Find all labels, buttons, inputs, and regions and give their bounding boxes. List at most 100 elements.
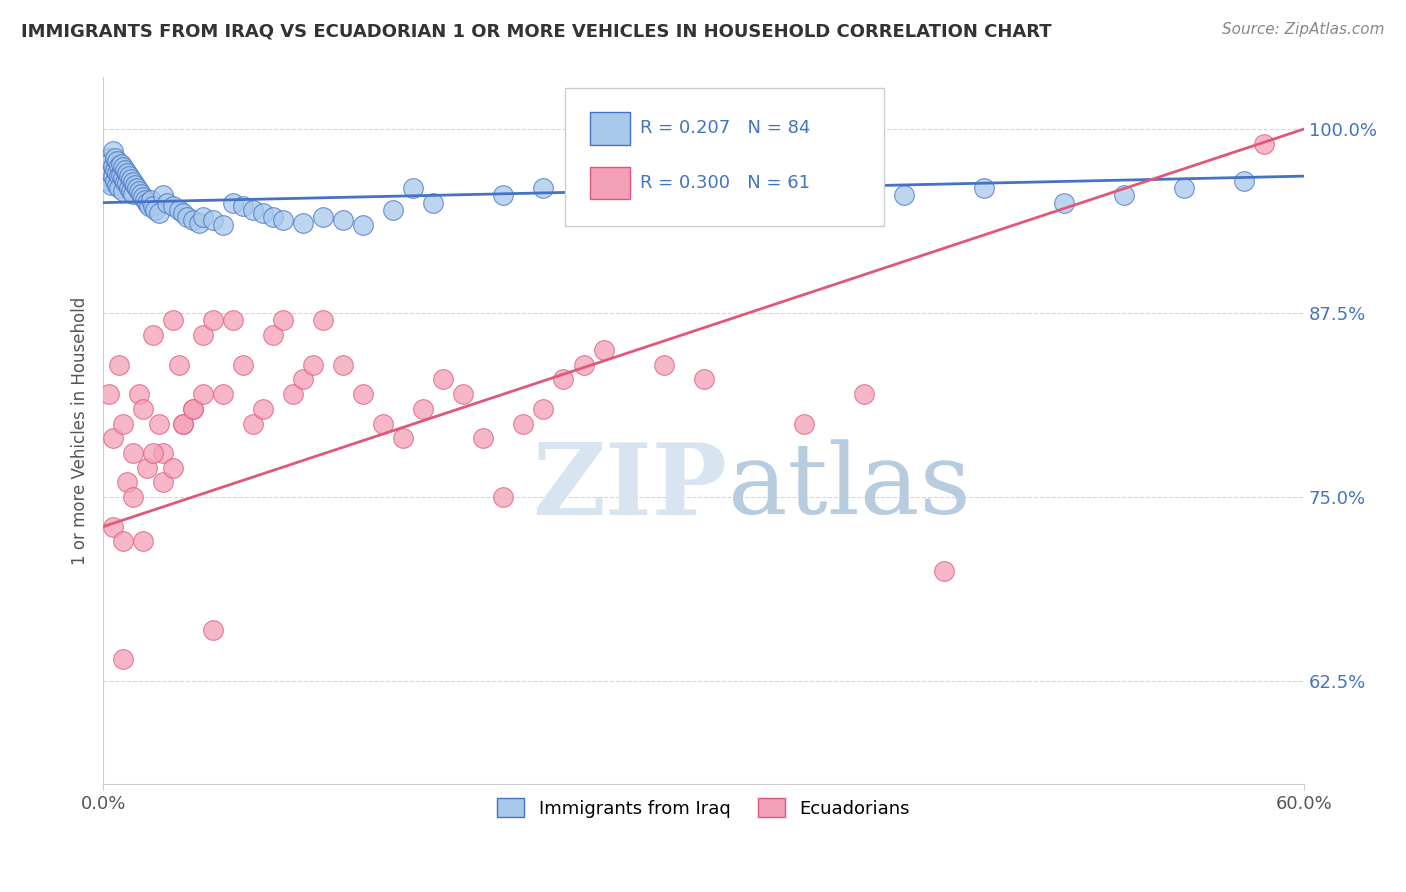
FancyBboxPatch shape <box>589 167 630 199</box>
Point <box>108 181 131 195</box>
Point <box>112 184 135 198</box>
Point <box>352 218 374 232</box>
Point <box>128 184 150 198</box>
Point <box>733 181 755 195</box>
Point <box>122 186 145 201</box>
Point <box>129 186 152 201</box>
Point <box>193 387 215 401</box>
Point <box>1053 195 1076 210</box>
Point <box>162 198 184 212</box>
Point <box>793 417 815 431</box>
Point <box>212 387 235 401</box>
Point <box>108 159 131 173</box>
Point <box>852 387 875 401</box>
Point <box>122 175 145 189</box>
Point <box>202 623 225 637</box>
Point <box>112 534 135 549</box>
Point <box>98 163 121 178</box>
FancyBboxPatch shape <box>565 88 884 226</box>
Point <box>120 172 142 186</box>
Point <box>101 431 124 445</box>
Point <box>138 198 160 212</box>
Point <box>108 358 131 372</box>
Point <box>181 401 204 416</box>
Point <box>100 154 122 169</box>
Point <box>1173 181 1195 195</box>
Point <box>533 181 555 195</box>
Point <box>118 169 141 183</box>
Point <box>592 343 614 357</box>
Point <box>132 534 155 549</box>
Point <box>148 417 170 431</box>
Point <box>142 198 165 212</box>
Point <box>932 564 955 578</box>
Point <box>104 163 127 178</box>
Point <box>252 401 274 416</box>
Point <box>132 190 155 204</box>
Point <box>212 218 235 232</box>
Point <box>112 417 135 431</box>
Point <box>152 188 174 202</box>
Point <box>553 372 575 386</box>
Point <box>128 387 150 401</box>
Point <box>118 181 141 195</box>
Point <box>104 173 127 187</box>
Point <box>271 213 294 227</box>
Point <box>105 154 128 169</box>
Point <box>1112 188 1135 202</box>
Point <box>432 372 454 386</box>
Point <box>141 193 163 207</box>
Point <box>101 169 124 183</box>
Point <box>152 475 174 490</box>
Point <box>162 460 184 475</box>
Point <box>412 401 434 416</box>
Point <box>176 211 198 225</box>
Point <box>242 202 264 217</box>
Point <box>312 313 335 327</box>
Point <box>110 157 132 171</box>
Point <box>114 175 136 189</box>
Point <box>332 358 354 372</box>
Point <box>973 181 995 195</box>
Point <box>172 417 194 431</box>
Point <box>115 166 138 180</box>
Point <box>202 213 225 227</box>
Point <box>1253 136 1275 151</box>
Point <box>112 161 135 175</box>
Point <box>222 195 245 210</box>
Point <box>672 188 695 202</box>
Point <box>453 387 475 401</box>
Point <box>1233 173 1256 187</box>
Point <box>114 163 136 178</box>
Point <box>188 216 211 230</box>
Point <box>402 181 425 195</box>
Point <box>242 417 264 431</box>
Point <box>302 358 325 372</box>
Point <box>692 372 714 386</box>
Point <box>262 211 284 225</box>
Point <box>148 206 170 220</box>
Point <box>152 446 174 460</box>
Y-axis label: 1 or more Vehicles in Household: 1 or more Vehicles in Household <box>72 297 89 565</box>
Point <box>512 417 534 431</box>
Point <box>352 387 374 401</box>
Point <box>492 188 515 202</box>
Point <box>122 490 145 504</box>
Point <box>202 313 225 327</box>
Point <box>101 159 124 173</box>
Point <box>105 166 128 180</box>
FancyBboxPatch shape <box>589 112 630 145</box>
Point <box>292 372 315 386</box>
Point <box>172 206 194 220</box>
Point <box>283 387 305 401</box>
Point <box>813 195 835 210</box>
Point <box>292 216 315 230</box>
Point <box>98 173 121 187</box>
Point <box>893 188 915 202</box>
Point <box>271 313 294 327</box>
Point <box>181 213 204 227</box>
Point <box>492 490 515 504</box>
Point <box>98 152 121 166</box>
Point <box>115 475 138 490</box>
Point <box>96 166 118 180</box>
